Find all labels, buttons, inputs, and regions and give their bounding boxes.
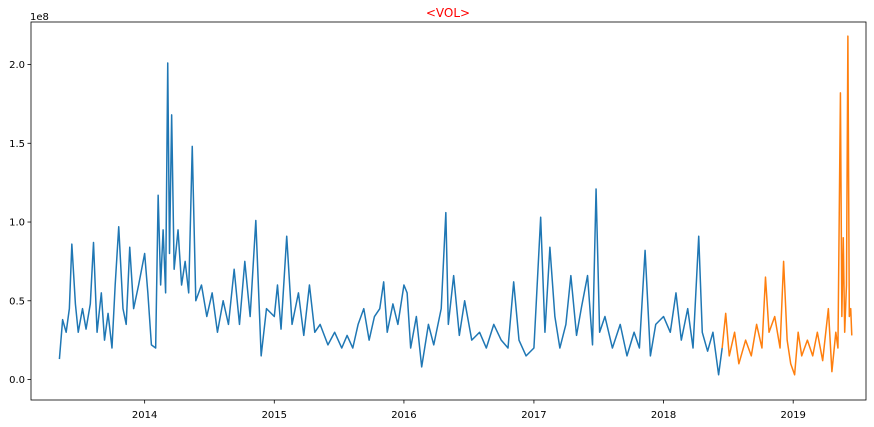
y-axis-offset-label: 1e8 — [30, 12, 49, 23]
y-tick-label: 2.0 — [9, 60, 25, 71]
series-line-2 — [721, 35, 853, 376]
y-tick-label: 1.0 — [9, 218, 25, 229]
series-layer — [58, 35, 853, 376]
x-tick-label: 2018 — [651, 410, 676, 421]
chart-title: <VOL> — [426, 6, 470, 20]
x-tick-label: 2016 — [391, 410, 416, 421]
y-tick-label: 0.5 — [9, 296, 25, 307]
y-tick-label: 1.5 — [9, 139, 25, 150]
x-tick-label: 2014 — [132, 410, 157, 421]
y-tick-label: 0.0 — [9, 375, 25, 386]
x-tick-label: 2015 — [262, 410, 287, 421]
series-line-1 — [58, 62, 723, 376]
plot-area-frame — [30, 21, 867, 401]
x-tick-label: 2019 — [780, 410, 805, 421]
y-axis: 0.0 0.5 1.0 1.5 2.0 — [9, 60, 31, 386]
x-tick-label: 2017 — [521, 410, 546, 421]
x-axis: 2014 2015 2016 2017 2018 2019 — [132, 400, 806, 421]
